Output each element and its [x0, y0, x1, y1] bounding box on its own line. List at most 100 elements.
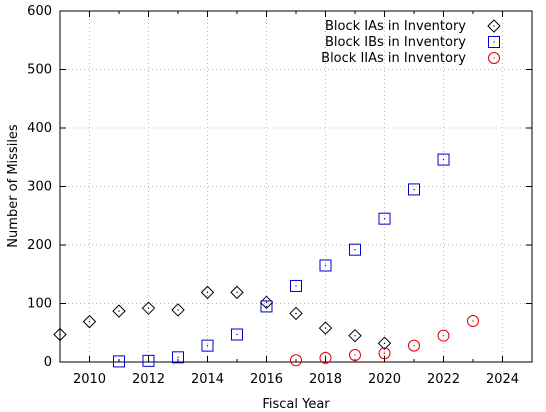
marker-center-dot: [118, 310, 120, 312]
marker-center-dot: [442, 158, 445, 161]
diamond-marker-shape: [289, 306, 303, 321]
x-axis-label: Fiscal Year: [262, 397, 330, 412]
x-tick-label: 2016: [250, 372, 283, 387]
y-tick-label: 300: [27, 180, 52, 195]
legend-label: Block IAs in Inventory: [325, 19, 466, 34]
x-tick-label: 2024: [486, 372, 519, 387]
legend-marker-square: [488, 36, 500, 48]
marker-center-dot: [236, 291, 238, 293]
diamond-marker-shape: [259, 295, 274, 310]
square-marker-shape: [231, 328, 243, 341]
data-point-circle: [319, 351, 332, 364]
data-point-diamond: [112, 304, 126, 318]
data-point-diamond: [318, 321, 333, 335]
diamond-marker-shape: [487, 19, 501, 33]
axis-ticks: 2010 2012 2014 2016 2018 2020 2022 2024 0 100 200 3…: [27, 4, 533, 387]
data-point-square: [231, 328, 243, 341]
marker-center-dot: [59, 333, 61, 336]
x-tick-label: 2020: [368, 372, 401, 387]
marker-center-dot: [383, 342, 386, 344]
square-marker-shape: [260, 300, 273, 313]
diamond-marker-shape: [200, 285, 215, 300]
marker-center-dot: [177, 309, 179, 311]
marker-center-dot: [265, 301, 268, 303]
data-point-circle: [378, 347, 391, 360]
y-axis-label: Number of Missiles: [6, 124, 21, 248]
marker-center-dot: [324, 357, 327, 359]
data-point-diamond: [141, 301, 156, 315]
marker-center-dot: [206, 291, 209, 293]
data-point-circle: [437, 329, 450, 342]
data-point-square: [349, 243, 361, 256]
x-tick-label: 2018: [309, 372, 342, 387]
x-tick-label: 2014: [191, 372, 224, 387]
marker-center-dot: [88, 321, 91, 323]
data-point-circle: [408, 339, 420, 352]
square-marker-shape: [408, 183, 420, 196]
circle-marker-shape: [467, 315, 479, 328]
marker-center-dot: [354, 249, 356, 251]
circle-marker-shape: [319, 351, 332, 364]
data-point-circle: [290, 354, 302, 367]
square-marker-shape: [172, 351, 184, 364]
diamond-marker-shape: [171, 303, 185, 317]
marker-center-dot: [354, 354, 356, 356]
square-marker-shape: [201, 339, 214, 352]
marker-center-dot: [295, 359, 297, 361]
diamond-marker-shape: [82, 314, 97, 329]
marker-center-dot: [118, 360, 120, 363]
diamond-marker-shape: [230, 285, 244, 300]
data-point-square: [201, 339, 214, 352]
y-tick-label: 100: [27, 297, 52, 312]
square-marker-shape: [142, 354, 155, 367]
data-point-diamond: [377, 336, 392, 350]
data-point-circle: [349, 348, 361, 361]
diamond-marker-shape: [348, 328, 362, 343]
marker-center-dot: [413, 345, 415, 347]
y-tick-label: 400: [27, 121, 52, 136]
marker-center-dot: [177, 356, 179, 358]
square-marker-shape: [437, 153, 450, 166]
circle-marker-shape: [437, 329, 450, 342]
marker-center-dot: [295, 285, 297, 287]
data-series: [53, 153, 479, 368]
data-point-square: [290, 279, 302, 292]
square-marker-shape: [488, 36, 500, 48]
marker-center-dot: [265, 305, 268, 308]
marker-center-dot: [324, 327, 327, 329]
data-point-square: [172, 351, 184, 364]
y-tick-label: 600: [27, 4, 52, 19]
legend-label: Block IIAs in Inventory: [321, 51, 466, 66]
marker-center-dot: [442, 335, 445, 337]
data-point-square: [142, 354, 155, 367]
marker-center-dot: [383, 352, 386, 354]
marker-center-dot: [354, 335, 356, 337]
data-point-circle: [467, 315, 479, 328]
circle-marker-shape: [408, 339, 420, 352]
square-marker-shape: [378, 212, 391, 225]
y-tick-label: 500: [27, 63, 52, 78]
legend-marker-circle: [488, 52, 500, 64]
x-tick-label: 2022: [427, 372, 460, 387]
marker-center-dot: [147, 307, 150, 309]
diamond-marker-shape: [318, 321, 333, 335]
data-point-diamond: [289, 306, 303, 321]
marker-center-dot: [493, 25, 495, 27]
data-point-square: [260, 300, 273, 313]
data-point-diamond: [200, 285, 215, 300]
legend-marker-diamond: [487, 19, 501, 33]
data-point-diamond: [171, 303, 185, 317]
circle-marker-shape: [488, 52, 500, 64]
marker-center-dot: [493, 57, 495, 59]
marker-center-dot: [383, 218, 386, 220]
data-point-diamond: [82, 314, 97, 329]
data-point-diamond: [230, 285, 244, 300]
series-square: [113, 153, 450, 368]
circle-marker-shape: [349, 348, 361, 361]
data-point-square: [378, 212, 391, 225]
circle-marker-shape: [290, 354, 302, 367]
marker-center-dot: [236, 333, 238, 336]
square-marker-shape: [319, 259, 332, 272]
